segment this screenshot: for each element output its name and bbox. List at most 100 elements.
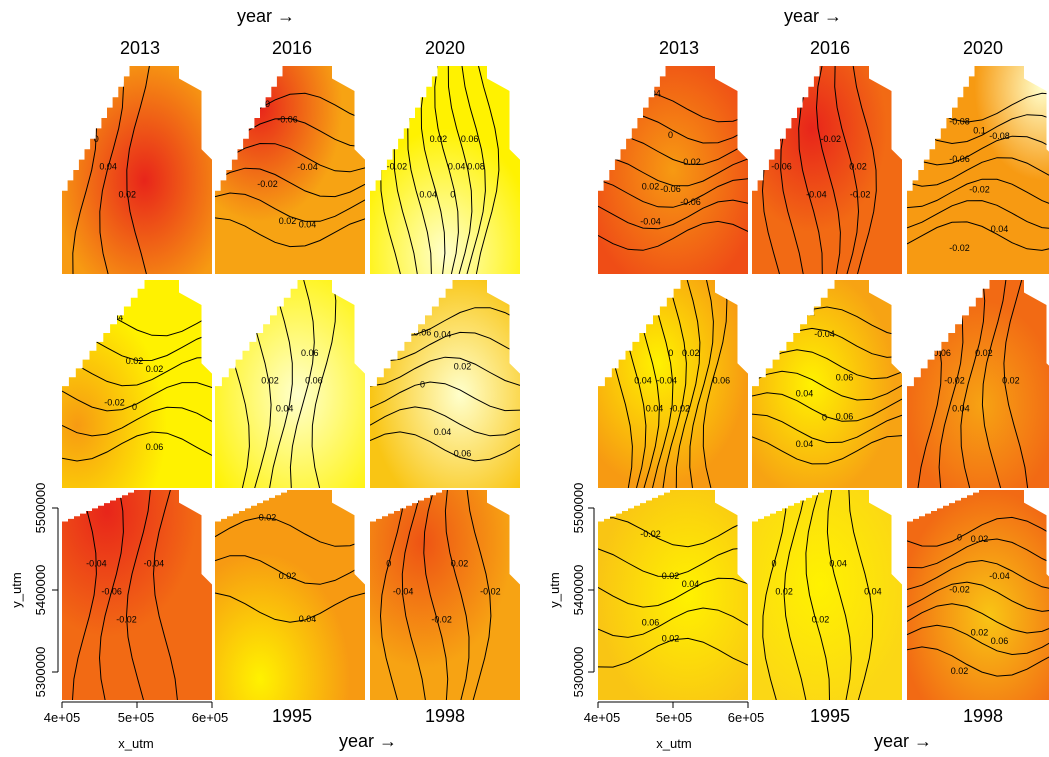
contour-label: -0.04 — [144, 559, 165, 569]
contour-line — [72, 490, 97, 700]
bottom-year-left-1998: 1998 — [425, 706, 465, 726]
contour-label: -0.02 — [794, 307, 815, 317]
contour-label: 0.02 — [662, 634, 680, 644]
contour-label: 0 — [386, 559, 391, 569]
contour-line — [62, 356, 212, 387]
contour-line — [848, 490, 874, 700]
contour-label: -0.04 — [989, 571, 1010, 581]
contour-label: 0 — [668, 130, 673, 140]
x-axis-title-right: x_utm — [656, 736, 691, 751]
panel-left-r1-c1: 0 0.02 0.04 0.06 0.06 — [215, 280, 365, 488]
contour-label: 0.02 — [454, 361, 472, 371]
contour-label: -0.02 — [104, 398, 125, 408]
panel-surface — [215, 490, 365, 700]
contour-line — [834, 66, 860, 274]
contour-group: 0.02 0.04 0.04 0 -0.04 -0.02 0.02 0.06 — [603, 280, 730, 488]
contour-label: 0.06 — [642, 618, 660, 628]
contour-label: 0.06 — [377, 134, 395, 144]
contour-label: 0.02 — [812, 615, 830, 625]
contour-line — [960, 280, 986, 488]
contour-line — [598, 517, 748, 548]
contour-label: -0.04 — [814, 329, 835, 339]
contour-line — [907, 221, 1049, 251]
contour-line — [461, 66, 486, 274]
contour-line — [805, 490, 830, 700]
contour-line — [752, 413, 902, 444]
contour-label: 0.02 — [951, 666, 969, 676]
contour-label: -0.02 — [431, 615, 452, 625]
contour-label: 0.06 — [461, 134, 479, 144]
panel-surface — [598, 490, 748, 700]
contour-line — [125, 490, 151, 700]
contour-line — [215, 167, 365, 198]
contour-line — [215, 142, 365, 173]
contour-label: 0.04 — [299, 220, 317, 230]
y-tick-right-0: 5300000 — [571, 647, 586, 698]
contour-label: 0.02 — [146, 364, 164, 374]
contour-group: -0.020.020.040.060.02 — [598, 517, 748, 668]
contour-line — [401, 490, 426, 700]
contour-line — [689, 280, 714, 488]
contour-line — [370, 381, 520, 412]
contour-line — [907, 581, 1049, 612]
contour-label: 0.02 — [603, 348, 621, 358]
contour-label: 0.06 — [991, 636, 1009, 646]
contour-label: -0.02 — [949, 243, 970, 253]
contour-line — [447, 66, 473, 274]
contour-line — [598, 220, 748, 251]
contour-label: 0.04 — [864, 587, 882, 597]
contour-label: -0.06 — [771, 162, 792, 172]
contour-line — [815, 66, 841, 274]
contour-label: 0.02 — [642, 181, 660, 191]
contour-label: 0 — [771, 559, 776, 569]
contour-label: 0.04 — [434, 427, 452, 437]
panel-left-r1-c0: 0.04 0.020.02 -0.02 0 0.06 — [62, 280, 212, 488]
contour-group: -0.04 -0.06 -0.02 -0.04 — [72, 490, 178, 700]
contour-label: 0.08 — [467, 162, 485, 172]
contour-line — [907, 135, 1049, 166]
y-tick-right-2: 5500000 — [571, 483, 586, 534]
contour-line — [598, 607, 748, 638]
contour-label: -0.06 — [277, 115, 298, 125]
panel-surface — [62, 66, 212, 274]
contour-line — [852, 66, 877, 274]
contour-label: -0.02 — [949, 584, 970, 594]
contour-label: 0.06 — [454, 449, 472, 459]
contour-group: 0 0.02 0.02 0.04 0.04 — [762, 490, 882, 700]
contour-line — [444, 490, 470, 700]
x-tick-left-1: 5e+05 — [118, 710, 155, 725]
contour-label: 0.04 — [419, 189, 437, 199]
contour-label: 0.02 — [682, 348, 700, 358]
contour-label: -0.02 — [257, 179, 278, 189]
contour-line — [702, 280, 728, 488]
contour-line — [826, 490, 852, 700]
contour-label: 0.06 — [414, 327, 432, 337]
panel-right-r0-c2: -0.080.1-0.08 -0.06 -0.02 0.04 -0.02 — [907, 66, 1049, 274]
contour-label: 0.06 — [836, 373, 854, 383]
contour-label: 0.02 — [975, 348, 993, 358]
contour-line — [215, 217, 365, 248]
contour-line — [662, 280, 687, 488]
contour-group: 0.02 0.02 0.04 — [215, 513, 365, 624]
panel-surface — [370, 66, 520, 274]
contour-label: 0.02 — [662, 571, 680, 581]
contour-line — [752, 370, 902, 401]
contour-label: 0.04 — [276, 403, 294, 413]
panel-left-r0-c0: 0 0.04 0.02 — [62, 66, 212, 274]
panel-left-r0-c1: 0 -0.06 -0.04 -0.02 0.02 0.04 — [215, 66, 365, 274]
y-axis-title-right: y_utm — [547, 572, 562, 607]
y-tick-left-0: 5300000 — [33, 647, 48, 698]
contour-line — [907, 603, 1049, 634]
panel-surface — [215, 66, 365, 274]
contour-label: -0.04 — [86, 559, 107, 569]
contour-label: 0.02 — [1002, 376, 1020, 386]
contour-label: 0.04 — [106, 313, 124, 323]
contour-line — [675, 280, 701, 488]
contour-line — [62, 382, 212, 412]
panel-surface — [62, 280, 212, 488]
contour-line — [598, 157, 748, 187]
contour-label: 0.04 — [796, 439, 814, 449]
contour-line — [783, 490, 807, 700]
bottom-axis-label-right: year → — [874, 731, 932, 751]
